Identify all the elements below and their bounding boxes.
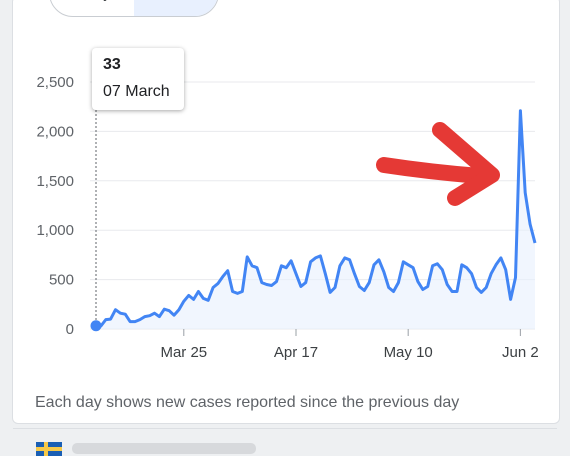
red-arrow-annotation: [376, 122, 500, 206]
sweden-flag-icon: [36, 442, 62, 456]
tooltip-point: [90, 320, 102, 332]
x-tick-label: Mar 25: [160, 344, 207, 361]
blurred-source-text: [72, 443, 256, 454]
toggle-option-all[interactable]: All: [134, 0, 218, 16]
y-tick-label: 0: [66, 321, 74, 338]
x-axis-ticks: Mar 25 Apr 17 May 10 Jun 2: [160, 329, 539, 361]
x-tick-label: Jun 2: [502, 344, 539, 361]
y-tick-label: 1,000: [36, 222, 74, 239]
cases-area: [96, 110, 535, 329]
y-tick-label: 500: [49, 272, 74, 289]
chart-footnote: Each day shows new cases reported since …: [35, 394, 460, 411]
tooltip-date: 07 March: [103, 83, 170, 100]
divider: [13, 428, 557, 429]
y-tick-label: 2,500: [36, 74, 74, 91]
tooltip-value: 33: [103, 56, 121, 73]
x-tick-label: Apr 17: [274, 344, 318, 361]
y-axis-ticks: 0 500 1,000 1,500 2,000 2,500: [36, 74, 74, 338]
x-tick-label: May 10: [384, 344, 433, 361]
y-tick-label: 1,500: [36, 173, 74, 190]
y-tick-label: 2,000: [36, 123, 74, 140]
chart-tooltip: 33 07 March: [92, 48, 184, 110]
cases-line: [95, 109, 537, 328]
